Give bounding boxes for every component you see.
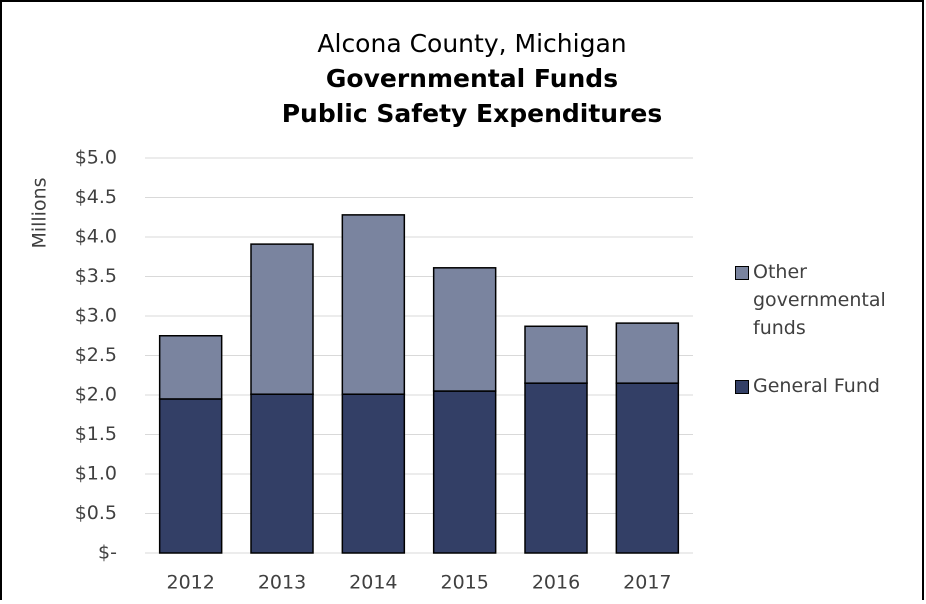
y-tick-label: $- (98, 542, 117, 564)
x-tick-label: 2017 (623, 572, 671, 594)
y-tick-label: $1.0 (75, 463, 117, 485)
x-tick-label: 2014 (349, 572, 397, 594)
bar-segment (341, 214, 406, 395)
bar-segment (432, 267, 497, 392)
bar-segment (615, 322, 680, 384)
chart-title: Governmental Funds (326, 64, 618, 93)
y-axis-label: Millions (29, 177, 51, 248)
y-tick-label: $2.5 (75, 344, 117, 366)
bar-segment (250, 393, 314, 554)
y-tick-label: $5.0 (75, 147, 117, 169)
x-tick-label: 2012 (166, 572, 214, 594)
legend-item: General Fund (735, 372, 910, 400)
bar-segment (615, 382, 680, 554)
y-tick-label: $4.0 (75, 226, 117, 248)
bar-segment (524, 325, 588, 384)
bar-segment (250, 243, 314, 395)
bar-segment (158, 335, 223, 400)
y-tick-label: $3.5 (75, 265, 117, 287)
y-tick-label: $4.5 (75, 186, 117, 208)
chart-title: Public Safety Expenditures (282, 99, 663, 128)
x-tick-label: 2013 (258, 572, 306, 594)
legend-item: Other governmental funds (735, 258, 910, 342)
y-tick-label: $3.0 (75, 305, 117, 327)
legend-label: General Fund (753, 375, 880, 397)
x-tick-label: 2015 (440, 572, 488, 594)
bar-segment (158, 398, 223, 554)
y-tick-label: $0.5 (75, 502, 117, 524)
legend: Other governmental funds General Fund (735, 258, 910, 430)
legend-swatch (735, 266, 749, 280)
x-tick-label: 2016 (532, 572, 580, 594)
bar-segment (341, 393, 406, 554)
legend-swatch (735, 380, 749, 394)
bar-segment (524, 382, 588, 554)
legend-label: Other governmental funds (753, 261, 886, 339)
bar-segment (432, 390, 497, 554)
y-tick-label: $1.5 (75, 423, 117, 445)
y-tick-label: $2.0 (75, 384, 117, 406)
chart-title: Alcona County, Michigan (317, 29, 626, 58)
